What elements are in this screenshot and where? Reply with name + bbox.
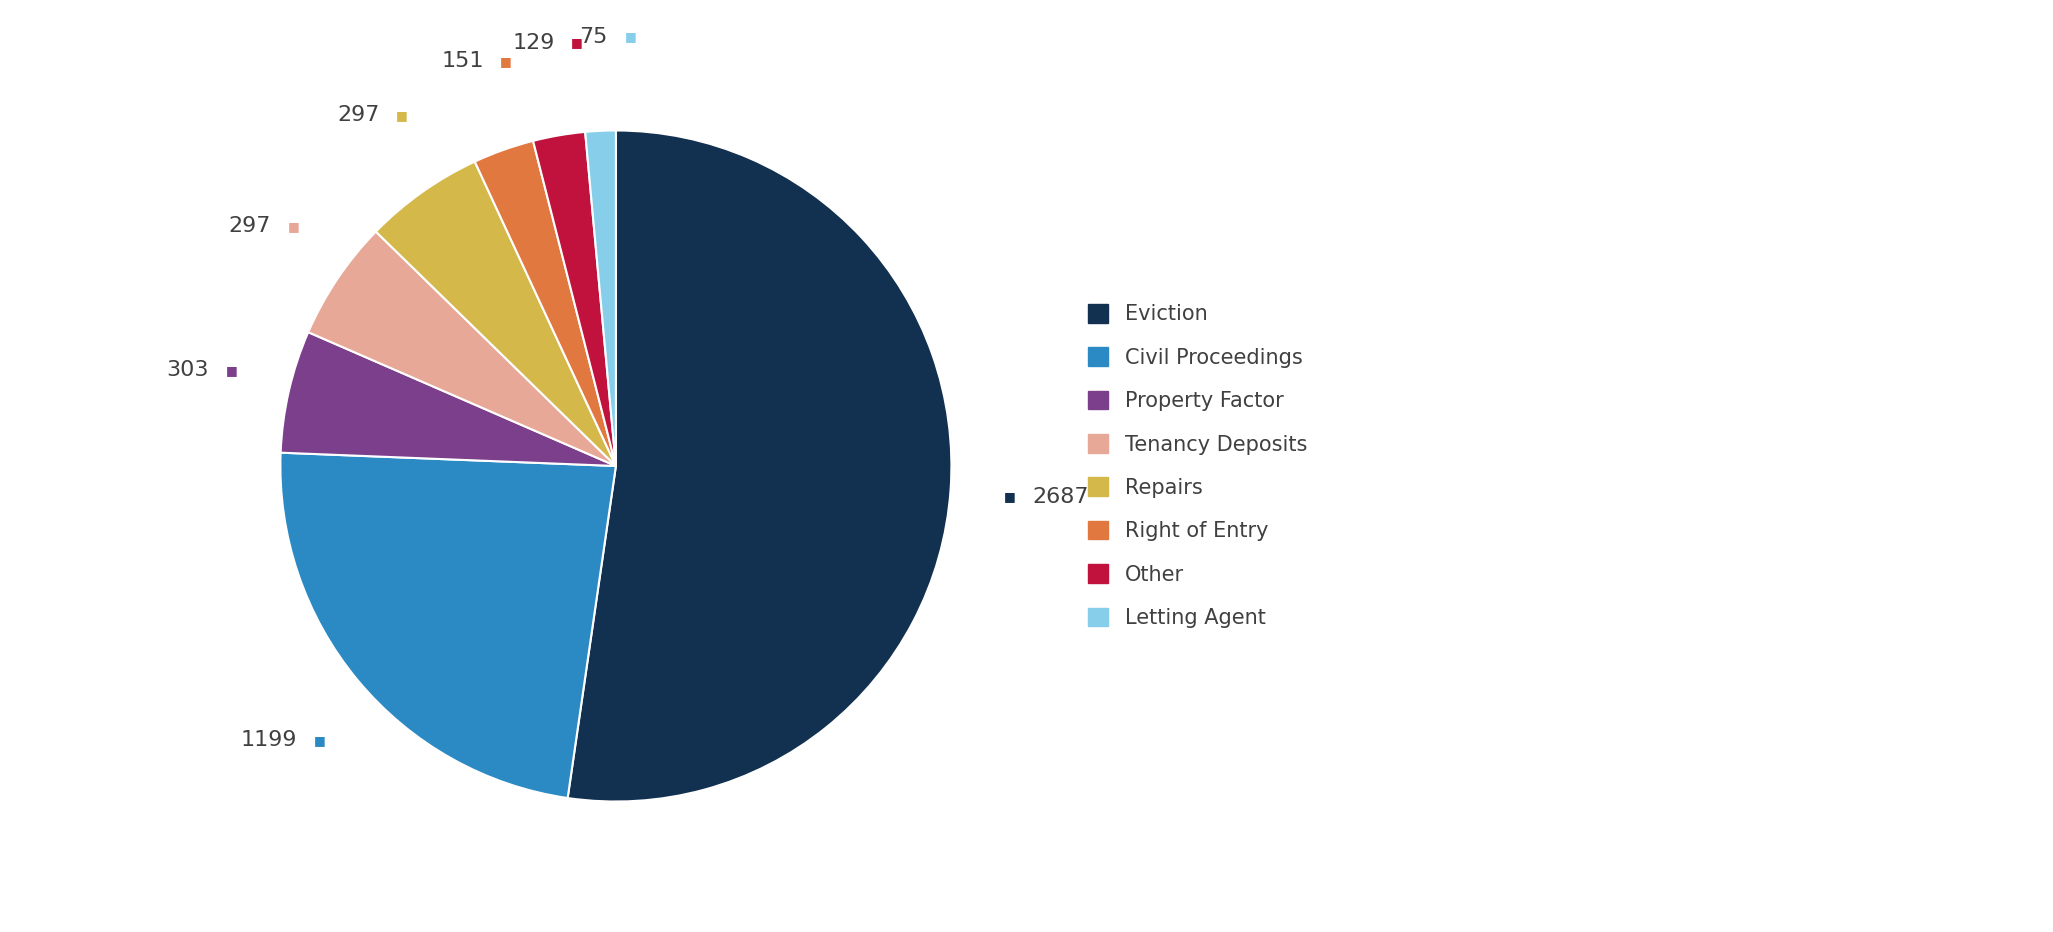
Text: 297: 297: [228, 216, 271, 237]
Text: 1199: 1199: [240, 731, 298, 750]
Text: ■: ■: [314, 734, 326, 747]
Wedge shape: [585, 130, 616, 466]
Text: ■: ■: [287, 220, 300, 233]
Wedge shape: [567, 130, 951, 802]
Text: 129: 129: [513, 33, 554, 53]
Text: ■: ■: [501, 55, 511, 68]
Text: ■: ■: [1004, 490, 1016, 503]
Text: ■: ■: [624, 31, 636, 44]
Text: 2687: 2687: [1033, 487, 1088, 507]
Wedge shape: [534, 132, 616, 466]
Text: ■: ■: [226, 363, 238, 377]
Wedge shape: [308, 231, 616, 466]
Text: ■: ■: [396, 109, 409, 122]
Wedge shape: [281, 453, 616, 798]
Text: 151: 151: [441, 51, 485, 72]
Text: 75: 75: [579, 27, 608, 47]
Wedge shape: [376, 161, 616, 466]
Text: ■: ■: [571, 36, 583, 49]
Wedge shape: [474, 141, 616, 466]
Text: 297: 297: [337, 105, 380, 126]
Text: 303: 303: [166, 360, 209, 380]
Wedge shape: [281, 332, 616, 466]
Legend: Eviction, Civil Proceedings, Property Factor, Tenancy Deposits, Repairs, Right o: Eviction, Civil Proceedings, Property Fa…: [1088, 304, 1308, 628]
